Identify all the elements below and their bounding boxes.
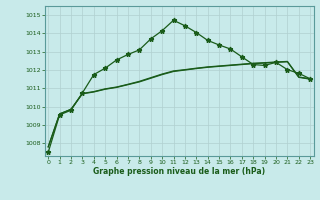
X-axis label: Graphe pression niveau de la mer (hPa): Graphe pression niveau de la mer (hPa) (93, 167, 265, 176)
